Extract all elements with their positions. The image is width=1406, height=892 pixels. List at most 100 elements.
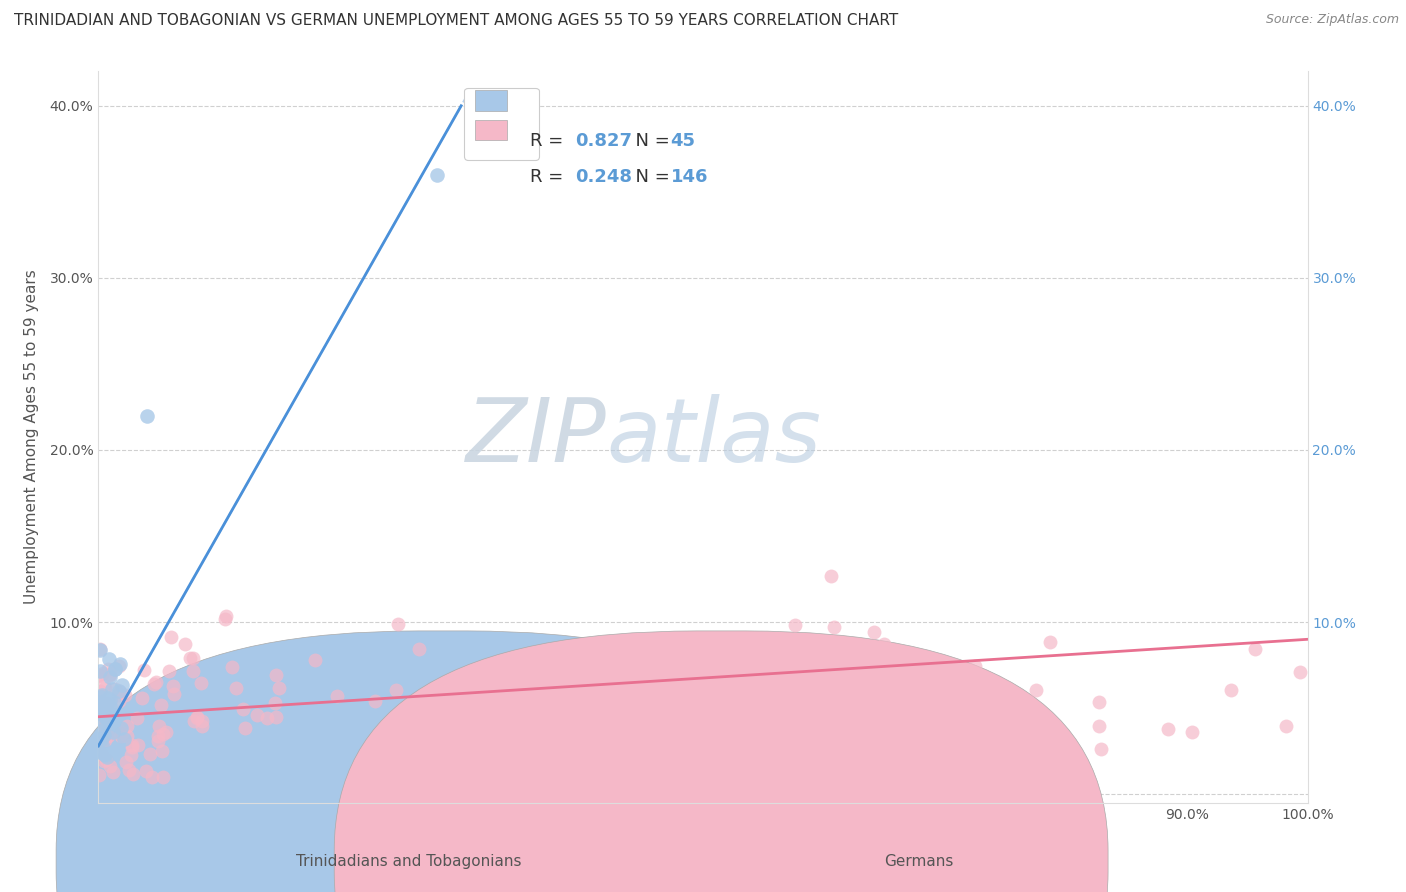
Point (107, 659, 129, 673)
Point (264, 696, 287, 710)
Point (91, 738, 114, 752)
Point (702, 635, 724, 649)
Point (98, 667, 121, 681)
Point (94, 733, 117, 747)
Text: Trinidadians and Tobagonians: Trinidadians and Tobagonians (297, 854, 522, 869)
Text: 0.827: 0.827 (575, 132, 633, 150)
Point (104, 662, 127, 676)
Point (186, 711, 208, 725)
Point (246, 708, 269, 723)
Point (935, 731, 957, 746)
Point (107, 684, 129, 698)
Point (233, 721, 256, 735)
Point (114, 688, 136, 702)
Point (89, 745, 111, 759)
Point (127, 738, 149, 752)
Point (94, 711, 117, 725)
Point (679, 669, 702, 683)
Point (90, 690, 112, 705)
Point (103, 695, 125, 709)
Point (89, 698, 111, 713)
Point (775, 679, 797, 693)
Point (922, 750, 945, 764)
Point (1181, 725, 1204, 739)
Point (183, 714, 205, 729)
Point (108, 685, 131, 699)
Text: N =: N = (624, 132, 676, 150)
Point (97, 691, 120, 706)
Point (87, 706, 110, 720)
Point (89, 704, 111, 718)
Text: R =: R = (530, 132, 569, 150)
Point (104, 681, 127, 696)
Point (1033, 744, 1056, 758)
Point (190, 676, 212, 690)
Y-axis label: Unemployment Among Ages 55 to 59 years: Unemployment Among Ages 55 to 59 years (24, 269, 38, 605)
Point (538, 770, 561, 784)
Point (94, 707, 117, 722)
Point (873, 637, 896, 651)
Point (163, 687, 186, 701)
Point (91, 666, 114, 681)
Point (89, 642, 111, 657)
Point (157, 664, 180, 678)
Point (825, 679, 848, 693)
Point (110, 678, 132, 692)
Point (89, 684, 111, 698)
Point (131, 690, 153, 705)
Point (89, 643, 111, 657)
Point (614, 744, 637, 758)
Point (148, 719, 170, 733)
Point (191, 714, 214, 729)
Point (1220, 682, 1243, 697)
Point (215, 608, 238, 623)
Point (93, 710, 115, 724)
Point (700, 721, 723, 735)
Point (150, 744, 173, 758)
Point (862, 624, 884, 639)
Point (1274, 719, 1296, 733)
Point (965, 659, 987, 673)
Point (121, 739, 143, 754)
Point (828, 713, 851, 727)
Point (93, 697, 115, 711)
Point (411, 770, 433, 784)
Point (267, 681, 290, 695)
Point (221, 659, 243, 673)
Text: TRINIDADIAN AND TOBAGONIAN VS GERMAN UNEMPLOYMENT AMONG AGES 55 TO 59 YEARS CORR: TRINIDADIAN AND TOBAGONIAN VS GERMAN UNE… (14, 13, 898, 29)
Text: 0.248: 0.248 (575, 169, 633, 186)
Point (835, 684, 858, 698)
Point (152, 727, 174, 741)
Text: N =: N = (624, 169, 676, 186)
Point (1090, 742, 1112, 756)
Point (148, 729, 170, 743)
Point (174, 637, 197, 651)
Point (93, 678, 115, 692)
Point (98, 652, 121, 666)
Point (1088, 719, 1111, 733)
Point (516, 658, 538, 673)
Point (160, 630, 183, 644)
Point (889, 704, 911, 718)
Point (107, 688, 129, 702)
Point (148, 733, 170, 747)
Point (747, 703, 769, 717)
Point (101, 725, 124, 739)
Point (94, 694, 117, 708)
Point (214, 612, 236, 626)
Point (103, 663, 125, 677)
Point (98, 698, 121, 713)
Point (93, 747, 115, 761)
Point (94, 681, 117, 695)
Point (793, 646, 815, 660)
Point (96, 753, 118, 767)
Point (142, 677, 165, 691)
Point (770, 763, 793, 777)
Point (134, 663, 156, 677)
Point (98, 716, 121, 731)
Point (110, 729, 132, 743)
Point (93, 714, 115, 729)
Point (387, 617, 409, 632)
Point (190, 719, 212, 733)
Point (107, 694, 129, 708)
